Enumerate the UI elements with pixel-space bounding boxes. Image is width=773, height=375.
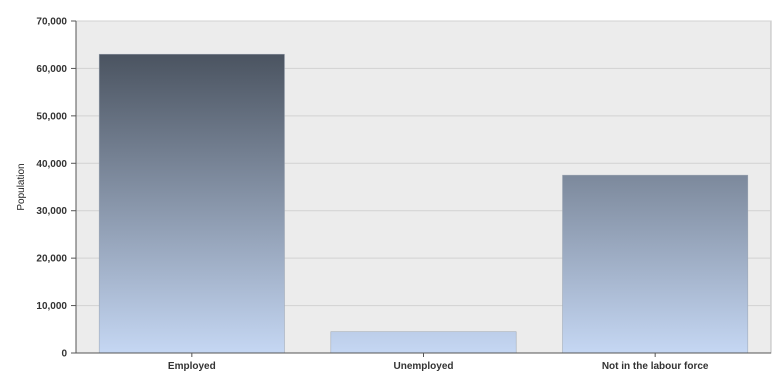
y-tick-label: 50,000	[36, 111, 67, 122]
y-tick-label: 0	[61, 349, 67, 360]
bar	[562, 174, 749, 354]
y-tick-label: 20,000	[36, 254, 67, 265]
x-axis: Employed Unemployed Not in the labour forc…	[76, 352, 771, 372]
x-tick-label: Not in the labour force	[602, 361, 709, 372]
y-tick-label: 60,000	[36, 64, 67, 75]
x-tick-label: Employed	[168, 361, 216, 372]
bar	[98, 53, 285, 354]
bar	[330, 331, 517, 354]
y-axis: 0 10,000 20,000 30,000 40,000 50,000 60,000 70,…	[36, 17, 77, 360]
y-axis-title: Population	[16, 163, 27, 210]
y-tick-label: 30,000	[36, 206, 67, 217]
y-tick-label: 40,000	[36, 159, 67, 170]
y-tick-label: 70,000	[36, 17, 67, 28]
y-tick-label: 10,000	[36, 301, 67, 312]
x-tick-label: Unemployed	[393, 361, 453, 372]
